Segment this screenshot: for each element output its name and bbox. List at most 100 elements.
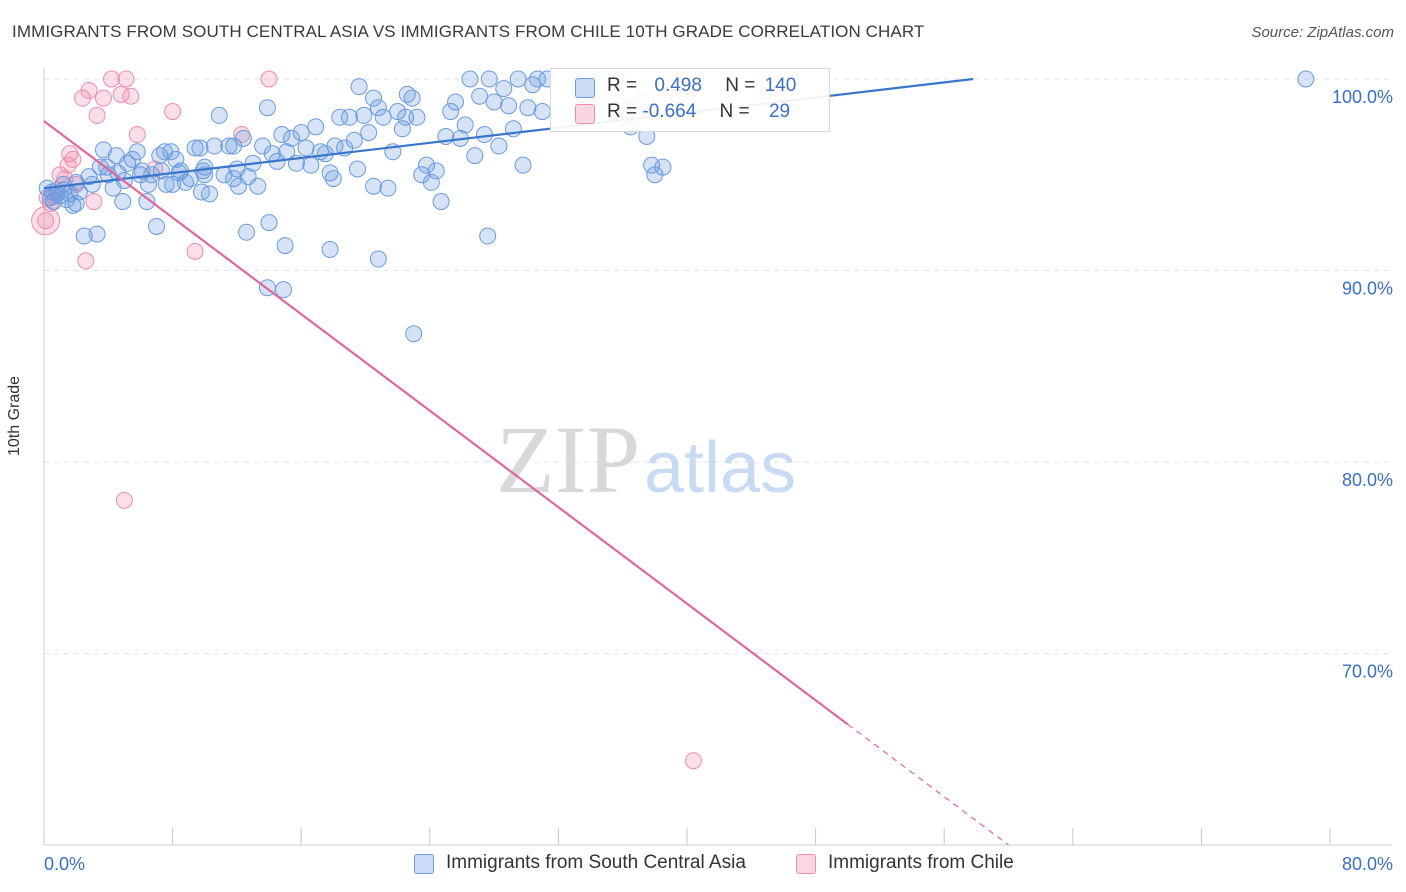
data-point-south-central-asia [156,143,174,161]
data-point-south-central-asia [273,126,291,144]
data-point-south-central-asia [324,170,342,188]
legend-swatch-pink [796,854,816,874]
data-point-south-central-asia [228,160,246,178]
data-point-south-central-asia [67,194,85,212]
data-point-south-central-asia [331,108,349,126]
data-point-south-central-asia [369,99,387,117]
watermark-zip: ZIP [496,406,640,513]
data-point-south-central-asia [355,106,373,124]
data-point-chile [85,193,103,211]
data-point-south-central-asia [466,147,484,165]
data-point-south-central-asia [495,80,513,98]
data-point-chile [103,70,121,88]
data-point-chile [122,87,140,105]
data-point-chile [88,106,106,124]
data-point-south-central-asia [475,126,493,144]
bottom-legend-label-1: Immigrants from South Central Asia [446,852,746,873]
data-point-south-central-asia [138,193,156,211]
data-point-chile [31,206,61,236]
data-point-south-central-asia [148,217,166,235]
data-point-south-central-asia [275,281,293,299]
data-point-south-central-asia [519,99,537,117]
data-point-south-central-asia [88,225,106,243]
watermark-atlas: atlas [644,428,796,508]
data-point-chile [164,103,182,121]
data-point-south-central-asia [365,89,383,107]
data-point-south-central-asia [75,227,93,245]
y-axis-label: 10th Grade [6,375,23,456]
y-tick-label: 80.0% [1342,470,1393,490]
data-point-south-central-asia [485,93,503,111]
data-point-south-central-asia [365,177,383,195]
data-point-south-central-asia [225,137,243,155]
data-point-south-central-asia [529,70,547,88]
legend-swatch-blue [575,78,595,98]
x-tick-labels: 0.0% 80.0% [44,854,1393,874]
data-point-south-central-asia [238,223,256,241]
data-point-chile [80,81,98,99]
trend-line-chile [43,120,849,726]
data-point-south-central-asia [374,108,392,126]
data-point-chile [61,145,79,163]
data-point-south-central-asia [258,99,276,117]
data-point-south-central-asia [471,87,489,105]
data-point-south-central-asia [340,108,358,126]
data-point-south-central-asia [432,193,450,211]
data-point-south-central-asia [654,158,672,176]
data-point-chile [684,752,702,770]
data-point-south-central-asia [107,147,125,165]
x-tick-label: 0.0% [44,854,85,874]
data-point-south-central-asia [139,175,157,193]
series-south-central-asia-points [38,70,1315,343]
data-point-south-central-asia [210,106,228,124]
data-point-south-central-asia [490,137,508,155]
trend-line-chile-extrapolated [847,723,1009,846]
data-point-south-central-asia [193,183,211,201]
data-point-south-central-asia [456,116,474,134]
data-point-south-central-asia [509,70,527,88]
data-point-south-central-asia [461,70,479,88]
y-tick-label: 90.0% [1342,279,1393,299]
data-point-chile [64,150,82,168]
data-point-chile [77,252,95,270]
data-point-south-central-asia [480,70,498,88]
legend-r-value-pink: -0.664 [642,101,697,122]
data-point-south-central-asia [524,76,542,94]
data-point-south-central-asia [276,237,294,255]
legend-n-value-blue: 140 [764,75,797,96]
data-point-chile [186,242,204,260]
legend-r-label: R = [607,101,638,122]
legend-n-label: N = [725,75,756,96]
legend-n-label: N = [719,101,750,122]
data-point-south-central-asia [379,179,397,197]
data-point-south-central-asia [360,124,378,142]
correlation-legend: R = 0.498 N = 140 R = -0.664 N = 29 [550,68,830,132]
data-point-south-central-asia [220,137,238,155]
axes [43,68,1392,846]
data-point-south-central-asia [369,250,387,268]
data-point-south-central-asia [418,156,436,174]
data-point-south-central-asia [345,131,363,149]
data-point-chile [260,70,278,88]
watermark: ZIP atlas [496,406,796,513]
data-point-south-central-asia [405,325,423,343]
data-point-south-central-asia [514,156,532,174]
data-point-south-central-asia [442,103,460,121]
data-point-south-central-asia [500,97,518,115]
data-point-south-central-asia [321,164,339,182]
data-point-south-central-asia [533,103,551,121]
data-point-south-central-asia [191,139,209,157]
data-point-south-central-asia [292,124,310,142]
data-point-south-central-asia [479,227,497,245]
data-point-south-central-asia [283,129,301,147]
data-point-chile [128,126,146,144]
data-point-chile [94,89,112,107]
data-point-south-central-asia [350,78,368,96]
chart-source: Source: ZipAtlas.com [1251,24,1394,41]
data-point-south-central-asia [114,193,132,211]
data-point-south-central-asia [157,175,175,193]
data-point-south-central-asia [186,139,204,157]
data-point-south-central-asia [397,108,415,126]
data-point-chile [117,70,135,88]
